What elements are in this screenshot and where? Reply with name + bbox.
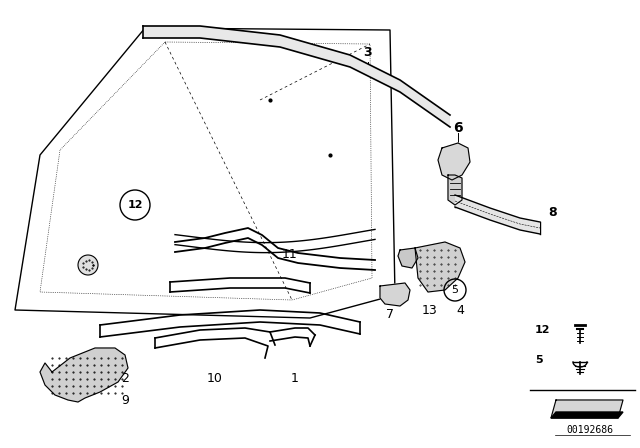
Polygon shape (40, 348, 128, 402)
Text: 2: 2 (121, 371, 129, 384)
Polygon shape (398, 248, 418, 268)
Text: 13: 13 (422, 303, 438, 316)
Text: 9: 9 (121, 393, 129, 406)
Polygon shape (448, 175, 462, 205)
Text: 7: 7 (386, 309, 394, 322)
Polygon shape (415, 242, 465, 292)
Text: 3: 3 (364, 46, 372, 59)
Polygon shape (551, 400, 623, 418)
Text: 5: 5 (535, 355, 543, 365)
Text: 1: 1 (291, 371, 299, 384)
Text: 12: 12 (535, 325, 550, 335)
Text: 00192686: 00192686 (566, 425, 614, 435)
Text: 6: 6 (453, 121, 463, 135)
Text: 8: 8 (548, 206, 557, 219)
Polygon shape (143, 26, 450, 127)
Polygon shape (551, 412, 623, 418)
Polygon shape (380, 283, 410, 306)
Circle shape (78, 255, 98, 275)
Text: 12: 12 (127, 200, 143, 210)
Text: 10: 10 (207, 371, 223, 384)
Polygon shape (438, 143, 470, 180)
Polygon shape (455, 195, 540, 234)
Text: 11: 11 (282, 249, 298, 262)
Text: 5: 5 (451, 285, 458, 295)
Text: 4: 4 (456, 303, 464, 316)
